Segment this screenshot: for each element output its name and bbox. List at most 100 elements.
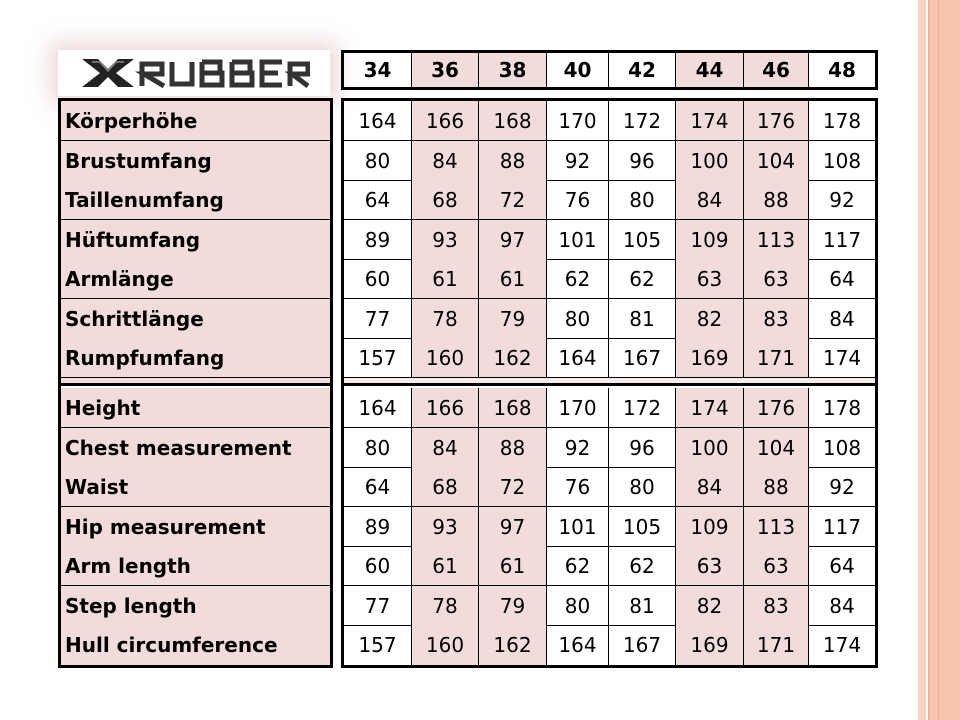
- cell-size-42: 81: [609, 585, 676, 625]
- cell-size-44: 109: [676, 506, 744, 546]
- german-table-row: 77 78 79 80 81 82 83 84: [344, 298, 875, 339]
- cell-size-46: 113: [744, 506, 809, 546]
- english-table-row: 64 68 72 76 80 84 88 92: [344, 467, 875, 507]
- cell-size-48: 178: [822, 396, 862, 420]
- cell-size-44: 63: [676, 259, 744, 298]
- cell-size-46: 104: [744, 140, 809, 180]
- german-table-row: 60 61 61 62 62 63 63 64: [344, 259, 875, 299]
- cell-size-34: 77: [344, 298, 412, 338]
- cell-size-38: 79: [479, 585, 547, 625]
- size-header-36: 36: [412, 53, 479, 87]
- cell-size-46: 88: [744, 467, 809, 506]
- cell-size-36: 68: [412, 180, 479, 219]
- cell-size-40: 62: [547, 546, 609, 585]
- cell-size-34: 89: [344, 219, 412, 259]
- cell-size-40: 76: [547, 180, 609, 219]
- measurement-label-column: Körperhöhe Brustumfang Taillenumfang Hüftum…: [58, 98, 333, 668]
- section-separator: [344, 377, 875, 386]
- cell-size-36: 166: [412, 388, 479, 427]
- cell-size-42: 167: [609, 625, 676, 665]
- cell-size-34: 60: [344, 546, 412, 585]
- cell-size-42: 172: [609, 101, 676, 140]
- cell-size-36: 68: [412, 467, 479, 506]
- cell-size-44: 82: [676, 298, 744, 338]
- cell-size-36: 78: [412, 298, 479, 338]
- cell-size-44: 100: [676, 427, 744, 467]
- size-header-44: 44: [676, 53, 744, 87]
- cell-size-48: 108: [822, 435, 862, 460]
- cell-size-42: 96: [609, 427, 676, 467]
- english-row-label: Step length: [61, 585, 330, 626]
- english-row-label: Arm length: [61, 546, 330, 586]
- cell-size-38: 72: [479, 180, 547, 219]
- cell-size-44: 84: [676, 180, 744, 219]
- side-decoration-band: [928, 0, 960, 720]
- size-header-42: 42: [609, 53, 676, 87]
- cell-size-46: 63: [744, 546, 809, 585]
- cell-size-42: 80: [609, 180, 676, 219]
- german-row-label: Rumpfumfang: [61, 338, 330, 378]
- cell-size-40: 92: [547, 427, 609, 467]
- cell-size-34: 60: [344, 259, 412, 298]
- cell-size-34: 80: [344, 427, 412, 467]
- cell-size-48: 117: [822, 227, 862, 252]
- cell-size-44: 100: [676, 140, 744, 180]
- cell-size-44: 174: [676, 388, 744, 427]
- cell-size-46: 171: [744, 625, 809, 665]
- size-header-46: 46: [744, 53, 809, 87]
- cell-size-48: 84: [829, 593, 855, 618]
- cell-size-42: 96: [609, 140, 676, 180]
- cell-size-42: 81: [609, 298, 676, 338]
- english-row-label: Hip measurement: [61, 506, 330, 547]
- german-row-label: Körperhöhe: [61, 101, 330, 141]
- cell-size-48: 108: [822, 148, 862, 173]
- cell-size-38: 88: [479, 427, 547, 467]
- cell-size-42: 80: [609, 467, 676, 506]
- cell-size-40: 92: [547, 140, 609, 180]
- cell-size-40: 164: [547, 625, 609, 665]
- cell-size-38: 168: [479, 388, 547, 427]
- english-row-label: Height: [61, 388, 330, 428]
- cell-size-48: 117: [822, 514, 862, 539]
- cell-size-48: 174: [822, 346, 862, 370]
- cell-size-38: 72: [479, 467, 547, 506]
- english-table-row: 164 166 168 170 172 174 176 178: [344, 388, 875, 428]
- german-table-row: 89 93 97 101 105 109 113 117: [344, 219, 875, 260]
- english-table-row: 80 84 88 92 96 100 104 108: [344, 427, 875, 468]
- cell-size-34: 164: [344, 101, 412, 140]
- cell-size-46: 176: [744, 101, 809, 140]
- size-header-38: 38: [479, 53, 547, 87]
- cell-size-36: 166: [412, 101, 479, 140]
- cell-size-44: 169: [676, 625, 744, 665]
- cell-size-46: 83: [744, 298, 809, 338]
- cell-size-42: 105: [609, 219, 676, 259]
- cell-size-38: 79: [479, 298, 547, 338]
- cell-size-38: 88: [479, 140, 547, 180]
- measurement-value-columns: 164 166 168 170 172 174 176 178 80 84 88 92 96 100 104…: [341, 98, 878, 668]
- cell-size-40: 62: [547, 259, 609, 298]
- cell-size-38: 61: [479, 546, 547, 585]
- cell-size-36: 61: [412, 546, 479, 585]
- section-separator: [61, 377, 330, 386]
- cell-size-36: 61: [412, 259, 479, 298]
- english-table-row: 157 160 162 164 167 169 171 174: [344, 625, 875, 665]
- english-row-label: Waist: [61, 467, 330, 507]
- cell-size-46: 113: [744, 219, 809, 259]
- cell-size-34: 164: [344, 388, 412, 427]
- english-table-row: 89 93 97 101 105 109 113 117: [344, 506, 875, 547]
- cell-size-48: 174: [822, 633, 862, 657]
- german-row-label: Brustumfang: [61, 140, 330, 181]
- cell-size-44: 63: [676, 546, 744, 585]
- german-table-row: 64 68 72 76 80 84 88 92: [344, 180, 875, 220]
- german-table-row: 164 166 168 170 172 174 176 178: [344, 101, 875, 141]
- cell-size-40: 170: [547, 388, 609, 427]
- english-table-row: 60 61 61 62 62 63 63 64: [344, 546, 875, 586]
- cell-size-48: 92: [829, 475, 855, 499]
- cell-size-38: 162: [479, 625, 547, 665]
- cell-size-36: 84: [412, 140, 479, 180]
- german-table-row: 157 160 162 164 167 169 171 174: [344, 338, 875, 378]
- cell-size-40: 101: [547, 219, 609, 259]
- cell-size-40: 170: [547, 101, 609, 140]
- cell-size-42: 62: [609, 546, 676, 585]
- cell-size-46: 83: [744, 585, 809, 625]
